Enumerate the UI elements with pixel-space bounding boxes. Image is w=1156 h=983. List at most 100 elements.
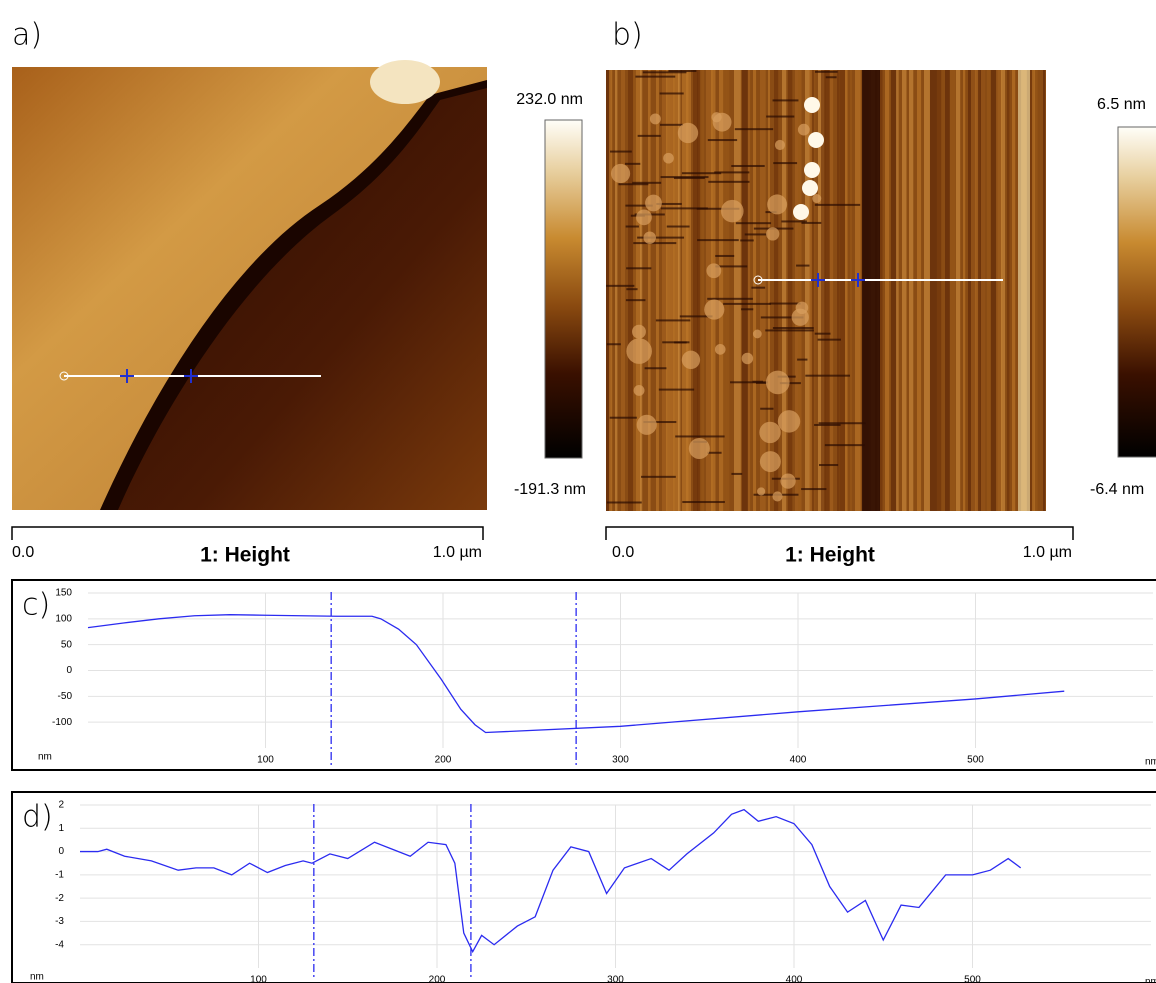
texture-stripe xyxy=(670,70,675,511)
x-tick-label: 500 xyxy=(967,755,984,766)
texture-stripe xyxy=(891,70,898,511)
texture-stripe xyxy=(774,70,779,511)
color-bar xyxy=(1117,126,1156,458)
texture-streak xyxy=(760,316,804,319)
texture-grain xyxy=(626,338,652,364)
texture-streak xyxy=(635,75,676,78)
axis-end: 1.0 µm xyxy=(433,544,482,561)
y-tick-label: 0 xyxy=(66,665,72,676)
texture-streak xyxy=(772,99,799,102)
texture-blob xyxy=(804,97,820,113)
texture-streak xyxy=(805,374,851,377)
texture-stripe xyxy=(812,70,815,511)
texture-streak xyxy=(644,367,667,370)
y-axis-label: nm xyxy=(38,752,52,763)
texture-streak xyxy=(696,207,740,210)
texture-grain xyxy=(797,123,810,136)
texture-stripe xyxy=(648,70,651,511)
texture-stripe xyxy=(1027,70,1034,511)
texture-blob xyxy=(793,204,809,220)
texture-grain xyxy=(741,352,754,365)
texture-stripe xyxy=(686,70,692,511)
texture-streak xyxy=(814,70,838,73)
texture-stripe xyxy=(956,70,961,511)
texture-streak xyxy=(766,115,795,118)
texture-stripe xyxy=(673,70,679,511)
panel-label: a) xyxy=(12,18,42,53)
texture-stripe xyxy=(909,70,914,511)
texture-grain xyxy=(759,451,781,473)
texture-streak xyxy=(765,329,814,332)
texture-streak xyxy=(797,358,808,361)
texture-streak xyxy=(734,128,774,131)
texture-stripe xyxy=(760,70,766,511)
texture-streak xyxy=(625,204,653,207)
profile-line xyxy=(753,273,1003,287)
texture-stripe xyxy=(633,70,637,511)
texture-streak xyxy=(659,92,684,95)
texture-streak xyxy=(773,162,798,165)
texture-stripe xyxy=(981,70,985,511)
texture-streak xyxy=(715,265,748,268)
texture-stripe xyxy=(1035,70,1038,511)
y-tick-label: -1 xyxy=(55,869,64,880)
texture-stripe xyxy=(1007,70,1010,511)
texture-streak xyxy=(814,203,861,206)
y-tick-label: 0 xyxy=(58,846,64,857)
texture-streak xyxy=(658,388,695,391)
texture-streak xyxy=(818,422,866,425)
texture-grain xyxy=(711,112,722,123)
scale-max: 232.0 nm xyxy=(516,91,583,108)
texture-streak xyxy=(769,302,801,305)
texture-grain xyxy=(645,194,662,212)
texture-grain xyxy=(649,113,661,125)
x-axis-label: nm xyxy=(1145,977,1156,983)
texture-streak xyxy=(801,488,827,491)
texture-streak xyxy=(625,299,646,302)
texture-streak xyxy=(752,380,764,383)
axis-start: 0.0 xyxy=(12,544,34,561)
texture-streak xyxy=(825,76,837,79)
texture-stripe xyxy=(609,70,613,511)
texture-streak xyxy=(751,286,766,289)
texture-stripe xyxy=(991,70,998,511)
texture-grain xyxy=(636,209,652,226)
texture-grain xyxy=(759,421,781,444)
texture-stripe xyxy=(855,70,861,511)
texture-streak xyxy=(606,343,621,346)
texture-blob xyxy=(802,180,818,196)
texture-stripe xyxy=(917,70,922,511)
texture-streak xyxy=(741,308,754,311)
texture-grain xyxy=(772,491,783,502)
texture-stripe xyxy=(971,70,977,511)
texture-streak xyxy=(641,475,676,478)
texture-streak xyxy=(606,284,635,287)
texture-stripe xyxy=(798,70,801,511)
texture-stripe xyxy=(924,70,930,511)
texture-streak xyxy=(708,180,750,183)
texture-stripe xyxy=(902,70,907,511)
texture-stripe xyxy=(805,70,811,511)
texture-streak xyxy=(642,71,687,74)
scale-min: -191.3 nm xyxy=(514,481,586,498)
texture-grain xyxy=(780,473,796,489)
texture-stripe xyxy=(697,70,702,511)
y-axis-label: nm xyxy=(30,972,44,983)
texture-streak xyxy=(662,341,690,344)
x-tick-label: 300 xyxy=(612,755,629,766)
x-tick-label: 100 xyxy=(250,975,267,983)
texture-stripe xyxy=(1012,70,1016,511)
texture-stripe xyxy=(723,70,727,511)
texture-streak xyxy=(731,164,765,167)
texture-streak xyxy=(707,297,753,300)
texture-grain xyxy=(812,194,822,204)
chart-frame xyxy=(11,579,1156,771)
texture-stripe xyxy=(742,70,748,511)
texture-stripe xyxy=(850,70,853,511)
texture-streak xyxy=(730,381,768,384)
texture-streak xyxy=(697,239,739,242)
texture-band xyxy=(1018,70,1030,511)
axis-start: 0.0 xyxy=(612,544,634,561)
texture-streak xyxy=(609,150,632,153)
texture-streak xyxy=(796,264,810,267)
